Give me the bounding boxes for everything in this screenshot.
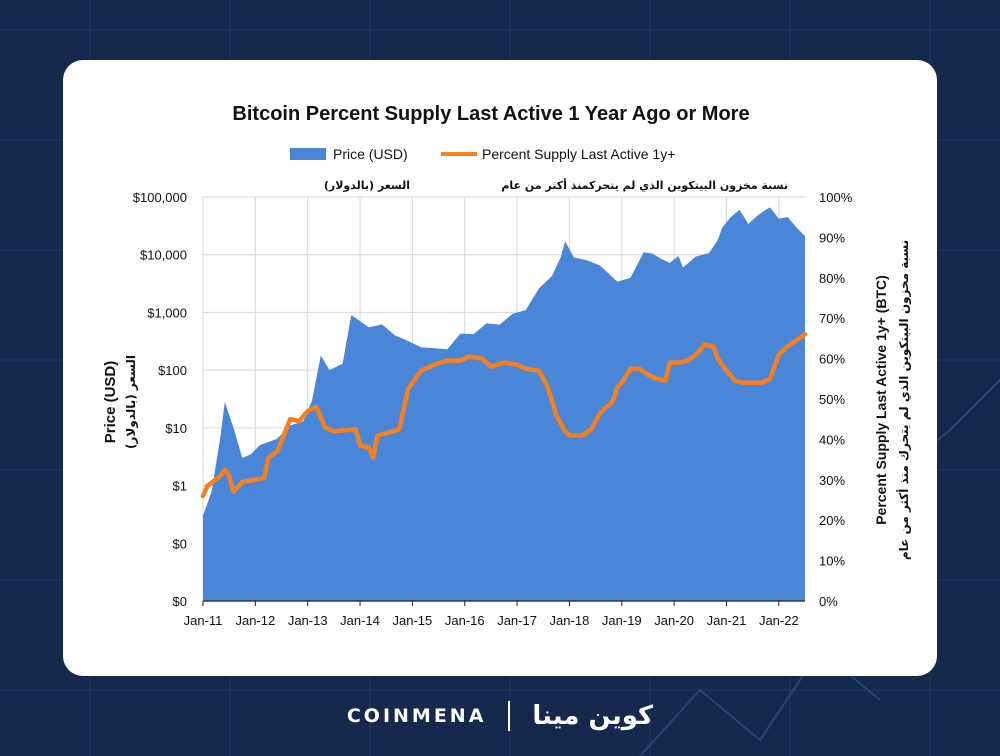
- brand-name-en: COINMENA: [346, 705, 487, 727]
- y-left-tick-label: $10: [165, 421, 187, 436]
- x-tick-label: Jan-22: [759, 613, 799, 628]
- chart: Bitcoin Percent Supply Last Active 1 Yea…: [102, 103, 912, 628]
- y-right-tick-label: 30%: [819, 473, 845, 488]
- y-right-tick-label: 80%: [819, 271, 845, 286]
- x-tick-label: Jan-15: [393, 613, 433, 628]
- y-right-label-ar: نسبة مخزون البيتكوين الذي لم يتحرك منذ أ…: [896, 240, 912, 560]
- y-right-tick-label: 90%: [819, 230, 845, 245]
- chart-card: Bitcoin Percent Supply Last Active 1 Yea…: [63, 60, 937, 676]
- y-left-tick-label: $100,000: [133, 190, 187, 205]
- x-tick-label: Jan-13: [288, 613, 328, 628]
- price-area-series: [203, 207, 805, 601]
- y-right-tick-label: 100%: [819, 190, 853, 205]
- brand-name-ar: كوين مينا: [532, 701, 654, 731]
- x-tick-label: Jan-19: [602, 613, 642, 628]
- annotation-left-ar: السعر (بالدولار): [324, 179, 410, 192]
- y-left-tick-label: $1,000: [147, 305, 187, 320]
- footer-brand: COINMENA كوين مينا: [0, 694, 1000, 738]
- x-tick-label: Jan-21: [707, 613, 747, 628]
- legend-swatch-price: [290, 148, 326, 160]
- y-right-tick-label: 0%: [819, 594, 838, 609]
- y-left-tick-label: $0: [173, 536, 187, 551]
- x-tick-label: Jan-18: [550, 613, 590, 628]
- annotation-right-ar: نسبة مخزون البيتكوين الذي لم يتحركمنذ أك…: [501, 178, 788, 192]
- x-axis-ticks: Jan-11 Jan-12 Jan-13 Jan-14 Jan-15 Jan-16 Jan-…: [184, 601, 799, 628]
- x-tick-label: Jan-11: [184, 613, 223, 628]
- y-left-tick-label: $100: [158, 363, 187, 378]
- y-left-tick-label: $0: [173, 594, 187, 609]
- x-tick-label: Jan-17: [497, 613, 537, 628]
- legend-label-price: Price (USD): [333, 146, 408, 162]
- chart-title: Bitcoin Percent Supply Last Active 1 Yea…: [232, 103, 749, 125]
- y-right-label: Percent Supply Last Active 1y+ (BTC): [873, 275, 889, 525]
- y-left-label-ar: السعر (بالدولار): [124, 355, 139, 449]
- y-left-label: Price (USD): [102, 361, 119, 444]
- left-axis-ticks: $0 $0 $1 $10 $100 $1,000 $10,000 $100,000: [133, 190, 187, 609]
- y-right-tick-label: 50%: [819, 392, 845, 407]
- right-axis-ticks: 0% 10% 20% 30% 40% 50% 60% 70% 80% 90% 100%: [819, 190, 853, 609]
- y-left-tick-label: $1: [173, 479, 187, 494]
- y-right-tick-label: 60%: [819, 352, 845, 367]
- supply-line-series: [200, 332, 808, 499]
- x-tick-label: Jan-16: [445, 613, 485, 628]
- y-left-tick-label: $10,000: [140, 248, 187, 263]
- x-tick-label: Jan-14: [340, 613, 380, 628]
- x-tick-label: Jan-20: [654, 613, 694, 628]
- y-right-tick-label: 70%: [819, 311, 845, 326]
- brand-divider: [508, 701, 511, 731]
- y-right-tick-label: 20%: [819, 513, 845, 528]
- x-tick-label: Jan-12: [235, 613, 275, 628]
- legend-label-supply: Percent Supply Last Active 1y+: [482, 146, 675, 162]
- y-right-tick-label: 10%: [819, 554, 845, 569]
- y-right-tick-label: 40%: [819, 432, 845, 447]
